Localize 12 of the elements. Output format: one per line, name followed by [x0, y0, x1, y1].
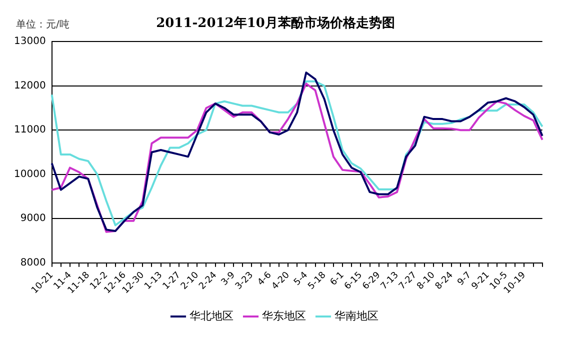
x-tick-label: 4-6 — [256, 270, 274, 288]
legend-label: 华北地区 — [189, 309, 234, 322]
legend-label: 华南地区 — [334, 309, 378, 322]
y-tick-label: 13000 — [14, 36, 46, 48]
y-tick-label: 12000 — [14, 80, 46, 92]
chart-title: 2011-2012年10月苯酚市场价格走势图 — [156, 15, 395, 32]
y-tick-label: 9000 — [20, 213, 46, 224]
text: 单位：元/吨 — [16, 18, 70, 31]
y-tick-label: 10000 — [14, 168, 46, 180]
y-tick-label: 8000 — [20, 257, 46, 268]
legend-label: 华东地区 — [262, 309, 306, 322]
y-tick-label: 11000 — [14, 124, 46, 136]
